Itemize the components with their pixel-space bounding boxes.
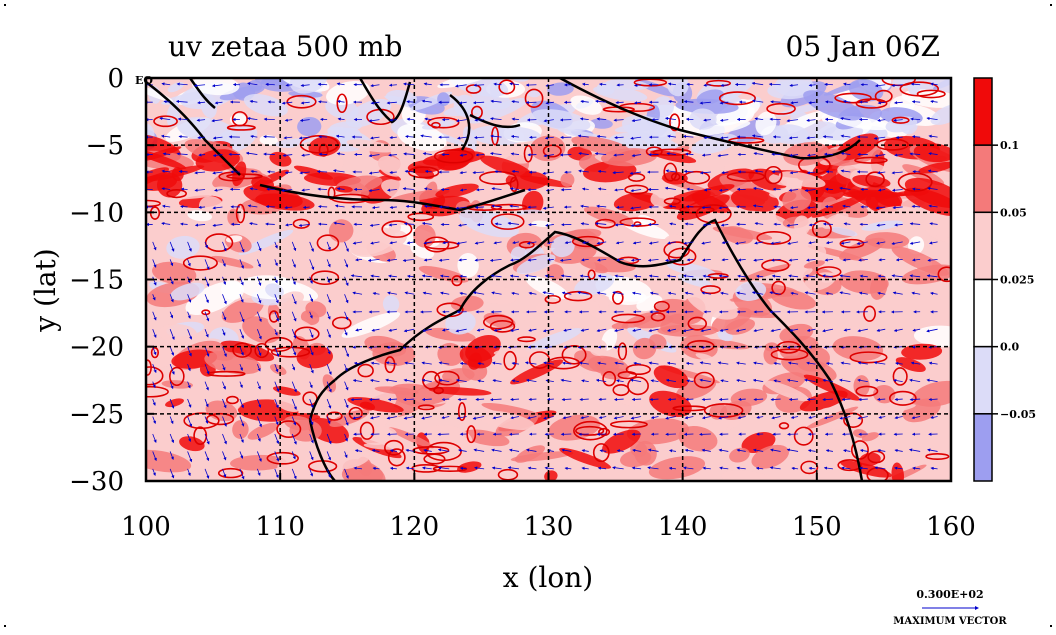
- colorbar-swatch: [974, 212, 992, 279]
- wind-vector: [842, 399, 850, 400]
- plot-area: [118, 62, 971, 495]
- wind-vector: [580, 399, 589, 400]
- wind-vector: [476, 399, 484, 400]
- wind-vector: [389, 399, 397, 400]
- wind-vector: [476, 155, 484, 156]
- vector-key: 0.300E+02 MAXIMUM VECTOR: [893, 588, 1007, 627]
- vector-key-label: MAXIMUM VECTOR: [893, 616, 1007, 627]
- wind-vector: [687, 84, 693, 85]
- y-axis-label: y (lat): [29, 248, 62, 332]
- wind-vector: [633, 399, 642, 400]
- colorbar-swatch: [974, 145, 992, 212]
- equator-label: EQ: [135, 74, 153, 87]
- colorbar-label: 0.1: [1000, 139, 1019, 152]
- wind-vector: [318, 189, 327, 190]
- wind-vector: [264, 119, 274, 120]
- wind-vector: [318, 171, 327, 172]
- wind-vector: [181, 206, 188, 207]
- colorbar: 0.1 0.05 0.025 0.0 −0.05: [974, 78, 1036, 481]
- colorbar-label: −0.05: [1000, 408, 1036, 421]
- colorbar-label: 0.05: [1000, 206, 1027, 219]
- wind-vector: [702, 399, 710, 400]
- colorbar-label: 0.025: [1000, 274, 1034, 287]
- wind-vector: [770, 119, 780, 120]
- y-tick-label: −10: [69, 198, 124, 228]
- x-tick-label: 160: [926, 512, 976, 542]
- colorbar-swatch: [974, 347, 992, 414]
- wind-vector: [616, 102, 623, 103]
- wind-vector: [181, 224, 188, 225]
- corner-mark: [4, 4, 6, 6]
- colorbar-swatch: [974, 414, 992, 481]
- corner-mark: [1050, 625, 1052, 627]
- x-tick-label: 110: [255, 512, 305, 542]
- wind-vector: [511, 399, 519, 400]
- x-tick-label: 100: [121, 512, 171, 542]
- map-title: uv zetaa 500 mb: [168, 30, 402, 63]
- wind-vector: [650, 399, 658, 400]
- y-tick-label: −20: [69, 333, 124, 363]
- wind-vector: [458, 399, 466, 400]
- wind-vector: [790, 399, 798, 400]
- wind-vector: [824, 224, 833, 225]
- wind-vector: [823, 137, 832, 138]
- colorbar-swatch: [974, 280, 992, 347]
- y-tick-label: −30: [69, 467, 124, 497]
- y-tick-label: −5: [86, 131, 124, 161]
- wind-vector: [770, 84, 781, 85]
- y-tick-label: −25: [69, 400, 124, 430]
- wind-vector: [929, 399, 937, 400]
- x-tick-label: 150: [792, 512, 842, 542]
- wind-vector: [617, 207, 624, 208]
- x-tick-label: 130: [524, 512, 574, 542]
- wind-vector: [771, 102, 781, 103]
- wind-vector: [264, 154, 275, 155]
- wind-vector: [687, 206, 694, 207]
- y-tick-label: −15: [69, 266, 124, 296]
- x-tick-label: 120: [390, 512, 440, 542]
- wind-vector: [808, 399, 816, 400]
- wind-vector: [181, 189, 187, 190]
- corner-mark: [4, 625, 6, 627]
- vector-key-value: 0.300E+02: [916, 588, 983, 601]
- wind-vector: [318, 84, 327, 85]
- wind-vector: [687, 119, 694, 120]
- x-axis-label: x (lon): [503, 561, 593, 594]
- x-tick-label: 140: [658, 512, 708, 542]
- map-date: 05 Jan 06Z: [786, 30, 940, 63]
- colorbar-label: 0.0: [1000, 341, 1019, 354]
- y-tick-label: 0: [107, 64, 124, 94]
- colorbar-swatch: [974, 78, 992, 145]
- wind-vector: [264, 137, 275, 138]
- corner-mark: [1050, 4, 1052, 6]
- wind-vector: [687, 189, 693, 190]
